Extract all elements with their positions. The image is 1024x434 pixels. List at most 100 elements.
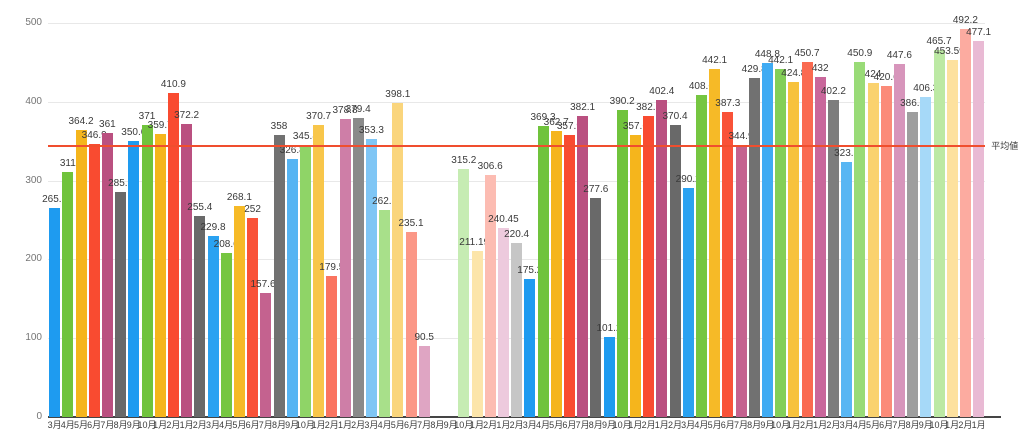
bar[interactable] xyxy=(854,61,866,417)
bar[interactable] xyxy=(656,99,668,417)
bar[interactable] xyxy=(643,115,655,417)
x-axis-month-label: 1月 xyxy=(179,420,194,430)
x-axis-month-label: 10月 xyxy=(771,420,791,430)
bar[interactable] xyxy=(181,123,193,417)
x-axis-month-label: 1月 xyxy=(628,420,643,430)
bar[interactable] xyxy=(577,115,589,417)
bar[interactable] xyxy=(511,243,523,417)
x-axis-month-label: 7月 xyxy=(258,420,273,430)
bar[interactable] xyxy=(471,250,483,417)
bar-value-label: 345.8 xyxy=(292,130,318,142)
gridline xyxy=(48,101,986,103)
bar[interactable] xyxy=(920,96,932,417)
bar-value-label: 179.5 xyxy=(319,261,345,273)
bar[interactable] xyxy=(286,159,298,417)
bar[interactable] xyxy=(365,138,377,417)
bar[interactable] xyxy=(682,188,694,417)
x-axis-month-label: 2月 xyxy=(641,420,656,430)
bar-value-label: 346.9 xyxy=(81,129,107,141)
bar[interactable] xyxy=(49,207,61,417)
bar[interactable] xyxy=(841,162,853,417)
bar[interactable] xyxy=(220,252,232,417)
x-axis-month-label: 2月 xyxy=(351,420,366,430)
bar[interactable] xyxy=(326,275,338,417)
bar[interactable] xyxy=(458,168,470,417)
bar[interactable] xyxy=(907,112,919,417)
bar-value-label: 362.7 xyxy=(543,117,569,129)
bar[interactable] xyxy=(959,29,971,417)
x-axis-month-label: 10月 xyxy=(137,420,157,430)
bar[interactable] xyxy=(695,95,707,417)
bar[interactable] xyxy=(141,124,153,417)
bar[interactable] xyxy=(128,140,140,417)
bar[interactable] xyxy=(722,111,734,417)
bar[interactable] xyxy=(933,50,945,417)
bar[interactable] xyxy=(709,68,721,417)
x-axis-month-label: 7月 xyxy=(733,420,748,430)
bar[interactable] xyxy=(946,59,958,417)
bar[interactable] xyxy=(814,76,826,417)
bar[interactable] xyxy=(669,125,681,417)
bar[interactable] xyxy=(379,210,391,417)
bar-value-label: 420.6 xyxy=(873,71,899,83)
bar[interactable] xyxy=(563,134,575,417)
bar[interactable] xyxy=(115,191,127,417)
bar[interactable] xyxy=(75,130,87,417)
bar[interactable] xyxy=(603,337,615,417)
bar-value-label: 350.6 xyxy=(121,126,147,138)
x-axis-month-label: 5月 xyxy=(232,420,247,430)
bar-value-label: 361 xyxy=(99,118,116,130)
bar[interactable] xyxy=(101,132,113,417)
x-axis-month-label: 6月 xyxy=(879,420,894,430)
bar[interactable] xyxy=(827,100,839,417)
bar-value-label: 265.5 xyxy=(42,193,68,205)
bar[interactable] xyxy=(167,93,179,417)
x-axis-month-label: 7月 xyxy=(892,420,907,430)
bar[interactable] xyxy=(260,292,272,417)
gridline xyxy=(48,23,986,24)
bar[interactable] xyxy=(405,231,417,417)
bar[interactable] xyxy=(973,41,985,417)
bar[interactable] xyxy=(616,109,628,417)
bar[interactable] xyxy=(392,103,404,417)
bar[interactable] xyxy=(629,135,641,417)
bar[interactable] xyxy=(352,118,364,417)
x-axis-month-label: 4月 xyxy=(852,420,867,430)
bar[interactable] xyxy=(867,82,879,417)
x-axis-month-label: 1月 xyxy=(496,420,511,430)
bar[interactable] xyxy=(339,118,351,417)
bar[interactable] xyxy=(418,345,430,417)
x-axis-month-label: 1月 xyxy=(813,420,828,430)
x-axis-month-label: 7月 xyxy=(100,420,115,430)
bar[interactable] xyxy=(748,78,760,417)
bar[interactable] xyxy=(761,63,773,417)
bar[interactable] xyxy=(273,134,285,417)
bar-value-label: 229.8 xyxy=(200,221,226,233)
bar[interactable] xyxy=(299,144,311,417)
bar[interactable] xyxy=(497,227,509,417)
bar[interactable] xyxy=(484,175,496,417)
bar[interactable] xyxy=(801,61,813,417)
bar[interactable] xyxy=(880,85,892,417)
bar[interactable] xyxy=(550,131,562,417)
bar[interactable] xyxy=(194,215,206,417)
bar[interactable] xyxy=(893,64,905,417)
bar[interactable] xyxy=(788,82,800,417)
bar-value-label: 450.7 xyxy=(794,47,820,59)
bar[interactable] xyxy=(207,235,219,417)
bar[interactable] xyxy=(233,205,245,417)
bar[interactable] xyxy=(537,125,549,417)
bar[interactable] xyxy=(524,278,536,417)
bar[interactable] xyxy=(154,133,166,417)
bar[interactable] xyxy=(735,145,747,417)
bar[interactable] xyxy=(313,124,325,417)
bar[interactable] xyxy=(775,68,787,417)
bar[interactable] xyxy=(88,143,100,417)
bar-value-label: 364.2 xyxy=(68,116,94,127)
bar[interactable] xyxy=(62,171,74,417)
bar[interactable] xyxy=(590,198,602,417)
x-axis-month-label: 10月 xyxy=(454,420,474,430)
bar[interactable] xyxy=(247,218,259,417)
bar-value-label: 402.4 xyxy=(649,85,675,97)
bar-value-label: 268.1 xyxy=(226,191,252,203)
